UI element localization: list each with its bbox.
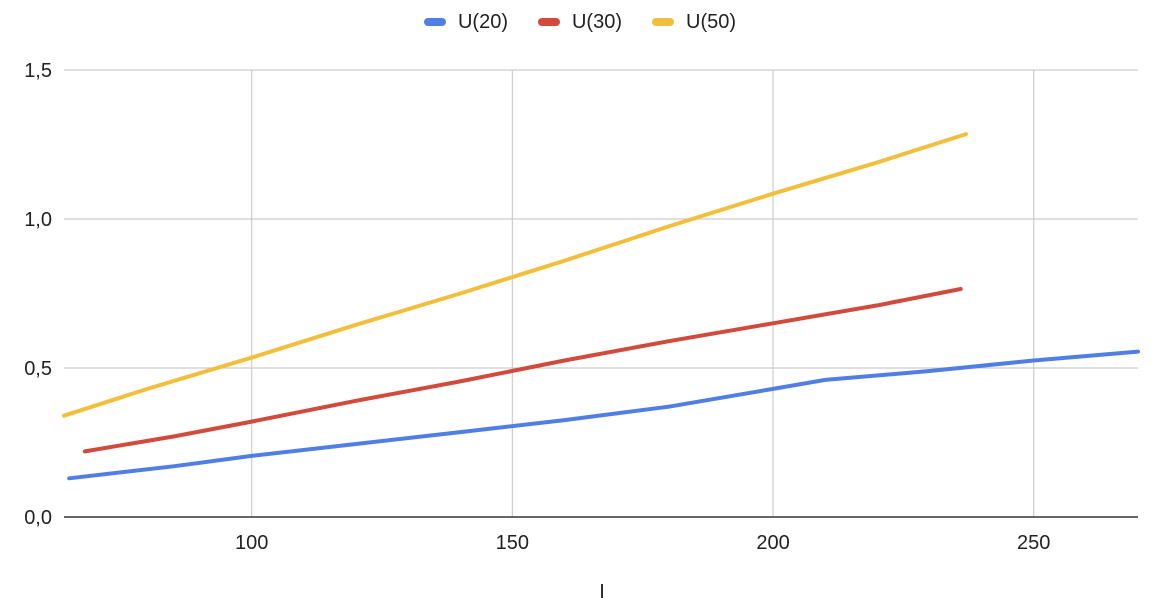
legend-label-u30: U(30)	[571, 10, 622, 33]
legend-swatch-u30	[537, 18, 560, 26]
x-tick-label: 250	[1017, 532, 1050, 554]
chart-tick-labels: 0,0 0,5 1,0 1,5 100 150 200 250	[24, 60, 1050, 554]
series-line-u30[interactable]	[82, 287, 963, 454]
y-tick-label: 0,5	[24, 358, 52, 380]
legend-item-u30[interactable]: U(30)	[537, 10, 622, 34]
legend-label-u50: U(50)	[686, 10, 737, 33]
legend-swatch-u20	[423, 18, 446, 26]
x-tick-label: 200	[756, 532, 789, 554]
chart-series	[62, 132, 1140, 481]
x-axis-label: I	[599, 581, 605, 598]
y-tick-label: 1,5	[24, 60, 52, 82]
x-tick-label: 100	[235, 532, 268, 554]
series-line-u50[interactable]	[62, 132, 968, 418]
legend-label-u20: U(20)	[457, 10, 508, 33]
chart-grid	[64, 69, 1138, 517]
series-line-u20[interactable]	[67, 349, 1140, 481]
legend-item-u20[interactable]: U(20)	[423, 10, 508, 34]
y-tick-label: 1,0	[24, 209, 52, 231]
legend-item-u50[interactable]: U(50)	[652, 11, 736, 34]
x-tick-label: 150	[496, 532, 529, 554]
legend-swatch-u50	[652, 18, 674, 26]
chart-legend: U(20) U(30) U(50)	[0, 8, 1160, 36]
y-tick-label: 0,0	[24, 507, 52, 529]
